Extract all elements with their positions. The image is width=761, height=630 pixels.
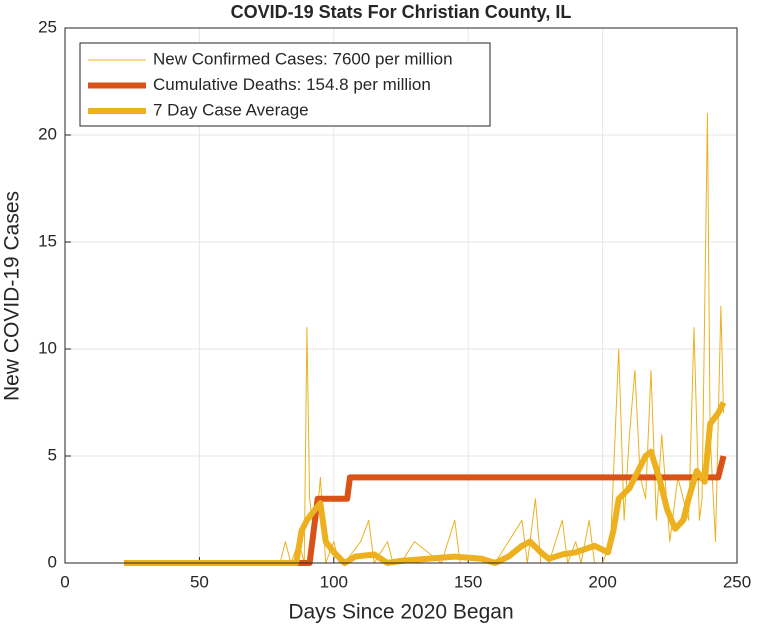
- x-tick-label: 150: [454, 572, 482, 591]
- x-tick-label: 200: [588, 572, 616, 591]
- series-line: [124, 455, 727, 566]
- x-axis-label: Days Since 2020 Began: [288, 601, 513, 624]
- y-axis-label: New COVID-19 Cases: [1, 191, 24, 401]
- y-tick-label: 15: [38, 231, 57, 250]
- y-tick-label: 0: [48, 552, 57, 571]
- legend-label: Cumulative Deaths: 154.8 per million: [153, 75, 431, 94]
- series-line: [124, 401, 727, 566]
- y-tick-label: 20: [38, 124, 57, 143]
- x-tick-label: 100: [320, 572, 348, 591]
- x-tick-label: 0: [60, 572, 69, 591]
- legend-box: [79, 42, 491, 127]
- chart-title: COVID-19 Stats For Christian County, IL: [231, 2, 572, 22]
- y-tick-label: 10: [38, 338, 57, 357]
- legend-label: 7 Day Case Average: [153, 100, 309, 119]
- y-tick-label: 25: [38, 17, 57, 36]
- y-tick-label: 5: [48, 445, 57, 464]
- x-tick-label: 250: [723, 572, 751, 591]
- x-tick-label: 50: [190, 572, 209, 591]
- axes-box: [64, 27, 738, 564]
- legend-label: New Confirmed Cases: 7600 per million: [153, 49, 453, 68]
